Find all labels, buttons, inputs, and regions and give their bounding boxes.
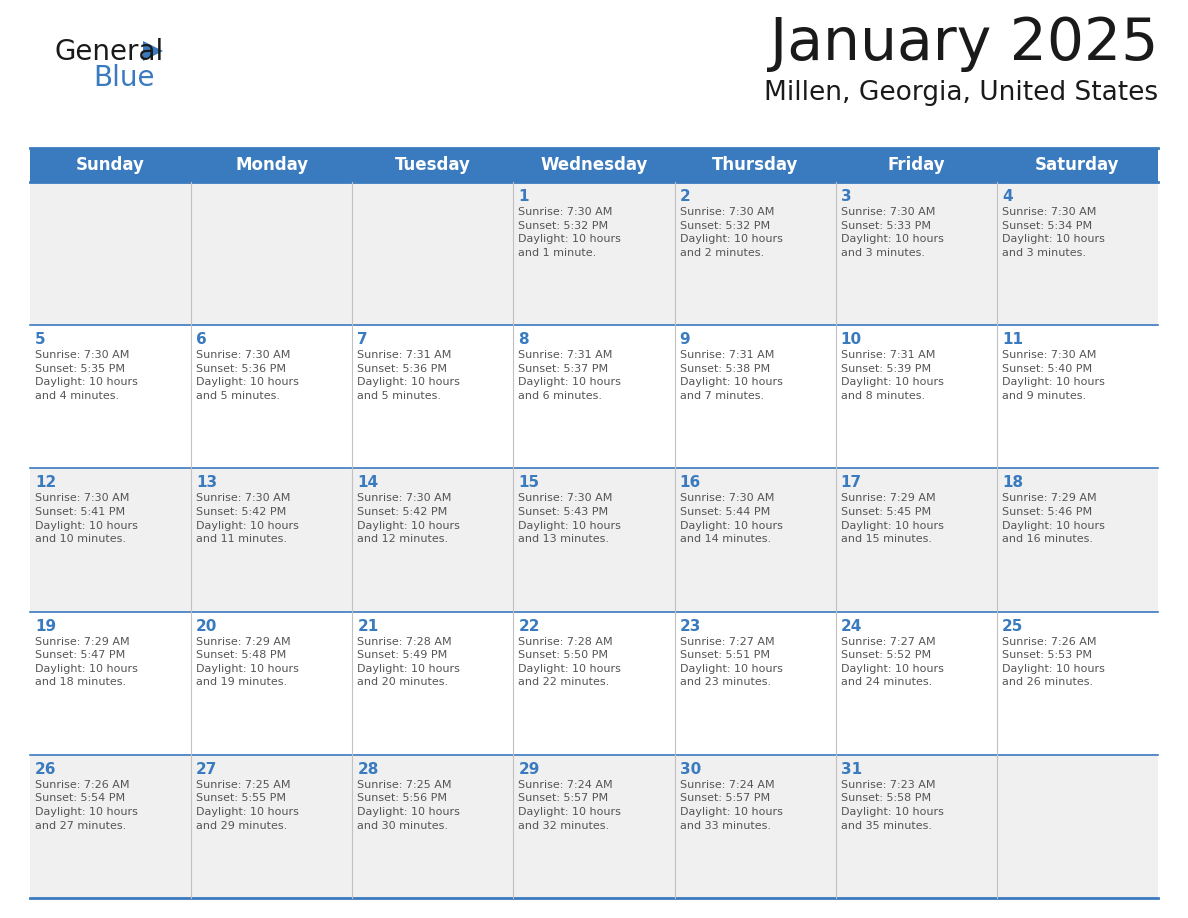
Text: Thursday: Thursday xyxy=(712,156,798,174)
Text: Sunrise: 7:24 AM
Sunset: 5:57 PM
Daylight: 10 hours
and 33 minutes.: Sunrise: 7:24 AM Sunset: 5:57 PM Dayligh… xyxy=(680,779,783,831)
Text: Sunrise: 7:30 AM
Sunset: 5:42 PM
Daylight: 10 hours
and 11 minutes.: Sunrise: 7:30 AM Sunset: 5:42 PM Dayligh… xyxy=(196,493,299,544)
Text: 19: 19 xyxy=(34,619,56,633)
Text: 8: 8 xyxy=(518,332,529,347)
Text: Saturday: Saturday xyxy=(1035,156,1119,174)
Text: Wednesday: Wednesday xyxy=(541,156,647,174)
Text: General: General xyxy=(55,38,164,66)
Text: 27: 27 xyxy=(196,762,217,777)
Text: 24: 24 xyxy=(841,619,862,633)
Text: Sunrise: 7:30 AM
Sunset: 5:32 PM
Daylight: 10 hours
and 1 minute.: Sunrise: 7:30 AM Sunset: 5:32 PM Dayligh… xyxy=(518,207,621,258)
Text: Sunrise: 7:27 AM
Sunset: 5:51 PM
Daylight: 10 hours
and 23 minutes.: Sunrise: 7:27 AM Sunset: 5:51 PM Dayligh… xyxy=(680,636,783,688)
Text: Sunrise: 7:26 AM
Sunset: 5:54 PM
Daylight: 10 hours
and 27 minutes.: Sunrise: 7:26 AM Sunset: 5:54 PM Dayligh… xyxy=(34,779,138,831)
Text: Sunrise: 7:28 AM
Sunset: 5:49 PM
Daylight: 10 hours
and 20 minutes.: Sunrise: 7:28 AM Sunset: 5:49 PM Dayligh… xyxy=(358,636,460,688)
Text: Sunrise: 7:30 AM
Sunset: 5:33 PM
Daylight: 10 hours
and 3 minutes.: Sunrise: 7:30 AM Sunset: 5:33 PM Dayligh… xyxy=(841,207,943,258)
Bar xyxy=(30,755,1158,898)
Text: Sunrise: 7:29 AM
Sunset: 5:48 PM
Daylight: 10 hours
and 19 minutes.: Sunrise: 7:29 AM Sunset: 5:48 PM Dayligh… xyxy=(196,636,299,688)
Text: 16: 16 xyxy=(680,476,701,490)
Text: 28: 28 xyxy=(358,762,379,777)
Text: 17: 17 xyxy=(841,476,861,490)
Text: Sunrise: 7:30 AM
Sunset: 5:42 PM
Daylight: 10 hours
and 12 minutes.: Sunrise: 7:30 AM Sunset: 5:42 PM Dayligh… xyxy=(358,493,460,544)
Text: 23: 23 xyxy=(680,619,701,633)
Text: 20: 20 xyxy=(196,619,217,633)
Text: Sunday: Sunday xyxy=(76,156,145,174)
Text: 4: 4 xyxy=(1001,189,1012,204)
Text: Sunrise: 7:31 AM
Sunset: 5:38 PM
Daylight: 10 hours
and 7 minutes.: Sunrise: 7:31 AM Sunset: 5:38 PM Dayligh… xyxy=(680,350,783,401)
Bar xyxy=(30,468,1158,611)
Text: 13: 13 xyxy=(196,476,217,490)
Text: 9: 9 xyxy=(680,332,690,347)
Text: Sunrise: 7:30 AM
Sunset: 5:40 PM
Daylight: 10 hours
and 9 minutes.: Sunrise: 7:30 AM Sunset: 5:40 PM Dayligh… xyxy=(1001,350,1105,401)
Bar xyxy=(30,182,1158,325)
Text: 26: 26 xyxy=(34,762,57,777)
Text: 1: 1 xyxy=(518,189,529,204)
Text: Sunrise: 7:28 AM
Sunset: 5:50 PM
Daylight: 10 hours
and 22 minutes.: Sunrise: 7:28 AM Sunset: 5:50 PM Dayligh… xyxy=(518,636,621,688)
Text: Sunrise: 7:31 AM
Sunset: 5:37 PM
Daylight: 10 hours
and 6 minutes.: Sunrise: 7:31 AM Sunset: 5:37 PM Dayligh… xyxy=(518,350,621,401)
Text: 11: 11 xyxy=(1001,332,1023,347)
Text: Millen, Georgia, United States: Millen, Georgia, United States xyxy=(764,80,1158,106)
Text: Sunrise: 7:30 AM
Sunset: 5:44 PM
Daylight: 10 hours
and 14 minutes.: Sunrise: 7:30 AM Sunset: 5:44 PM Dayligh… xyxy=(680,493,783,544)
Text: Sunrise: 7:30 AM
Sunset: 5:36 PM
Daylight: 10 hours
and 5 minutes.: Sunrise: 7:30 AM Sunset: 5:36 PM Dayligh… xyxy=(196,350,299,401)
Text: Sunrise: 7:31 AM
Sunset: 5:39 PM
Daylight: 10 hours
and 8 minutes.: Sunrise: 7:31 AM Sunset: 5:39 PM Dayligh… xyxy=(841,350,943,401)
Text: 22: 22 xyxy=(518,619,539,633)
Text: 10: 10 xyxy=(841,332,861,347)
Text: Sunrise: 7:30 AM
Sunset: 5:32 PM
Daylight: 10 hours
and 2 minutes.: Sunrise: 7:30 AM Sunset: 5:32 PM Dayligh… xyxy=(680,207,783,258)
Text: Blue: Blue xyxy=(93,64,154,92)
Text: 14: 14 xyxy=(358,476,379,490)
Text: 29: 29 xyxy=(518,762,539,777)
Bar xyxy=(30,148,1158,182)
Text: Sunrise: 7:29 AM
Sunset: 5:46 PM
Daylight: 10 hours
and 16 minutes.: Sunrise: 7:29 AM Sunset: 5:46 PM Dayligh… xyxy=(1001,493,1105,544)
Text: Sunrise: 7:30 AM
Sunset: 5:35 PM
Daylight: 10 hours
and 4 minutes.: Sunrise: 7:30 AM Sunset: 5:35 PM Dayligh… xyxy=(34,350,138,401)
Text: 15: 15 xyxy=(518,476,539,490)
Text: Sunrise: 7:25 AM
Sunset: 5:56 PM
Daylight: 10 hours
and 30 minutes.: Sunrise: 7:25 AM Sunset: 5:56 PM Dayligh… xyxy=(358,779,460,831)
Text: 5: 5 xyxy=(34,332,45,347)
Text: Sunrise: 7:29 AM
Sunset: 5:45 PM
Daylight: 10 hours
and 15 minutes.: Sunrise: 7:29 AM Sunset: 5:45 PM Dayligh… xyxy=(841,493,943,544)
Text: Sunrise: 7:24 AM
Sunset: 5:57 PM
Daylight: 10 hours
and 32 minutes.: Sunrise: 7:24 AM Sunset: 5:57 PM Dayligh… xyxy=(518,779,621,831)
Text: 3: 3 xyxy=(841,189,852,204)
Text: Sunrise: 7:30 AM
Sunset: 5:34 PM
Daylight: 10 hours
and 3 minutes.: Sunrise: 7:30 AM Sunset: 5:34 PM Dayligh… xyxy=(1001,207,1105,258)
Bar xyxy=(30,611,1158,755)
Text: Friday: Friday xyxy=(887,156,946,174)
Text: Sunrise: 7:31 AM
Sunset: 5:36 PM
Daylight: 10 hours
and 5 minutes.: Sunrise: 7:31 AM Sunset: 5:36 PM Dayligh… xyxy=(358,350,460,401)
Text: Sunrise: 7:26 AM
Sunset: 5:53 PM
Daylight: 10 hours
and 26 minutes.: Sunrise: 7:26 AM Sunset: 5:53 PM Dayligh… xyxy=(1001,636,1105,688)
Text: Sunrise: 7:27 AM
Sunset: 5:52 PM
Daylight: 10 hours
and 24 minutes.: Sunrise: 7:27 AM Sunset: 5:52 PM Dayligh… xyxy=(841,636,943,688)
Text: 21: 21 xyxy=(358,619,379,633)
Polygon shape xyxy=(143,41,163,61)
Text: 18: 18 xyxy=(1001,476,1023,490)
Text: Monday: Monday xyxy=(235,156,308,174)
Text: January 2025: January 2025 xyxy=(770,15,1158,72)
Text: Sunrise: 7:29 AM
Sunset: 5:47 PM
Daylight: 10 hours
and 18 minutes.: Sunrise: 7:29 AM Sunset: 5:47 PM Dayligh… xyxy=(34,636,138,688)
Text: 2: 2 xyxy=(680,189,690,204)
Text: Tuesday: Tuesday xyxy=(394,156,470,174)
Text: Sunrise: 7:30 AM
Sunset: 5:43 PM
Daylight: 10 hours
and 13 minutes.: Sunrise: 7:30 AM Sunset: 5:43 PM Dayligh… xyxy=(518,493,621,544)
Text: 31: 31 xyxy=(841,762,861,777)
Bar xyxy=(30,325,1158,468)
Text: Sunrise: 7:23 AM
Sunset: 5:58 PM
Daylight: 10 hours
and 35 minutes.: Sunrise: 7:23 AM Sunset: 5:58 PM Dayligh… xyxy=(841,779,943,831)
Text: 25: 25 xyxy=(1001,619,1023,633)
Text: 7: 7 xyxy=(358,332,368,347)
Text: 12: 12 xyxy=(34,476,56,490)
Text: 6: 6 xyxy=(196,332,207,347)
Text: Sunrise: 7:25 AM
Sunset: 5:55 PM
Daylight: 10 hours
and 29 minutes.: Sunrise: 7:25 AM Sunset: 5:55 PM Dayligh… xyxy=(196,779,299,831)
Text: 30: 30 xyxy=(680,762,701,777)
Text: Sunrise: 7:30 AM
Sunset: 5:41 PM
Daylight: 10 hours
and 10 minutes.: Sunrise: 7:30 AM Sunset: 5:41 PM Dayligh… xyxy=(34,493,138,544)
